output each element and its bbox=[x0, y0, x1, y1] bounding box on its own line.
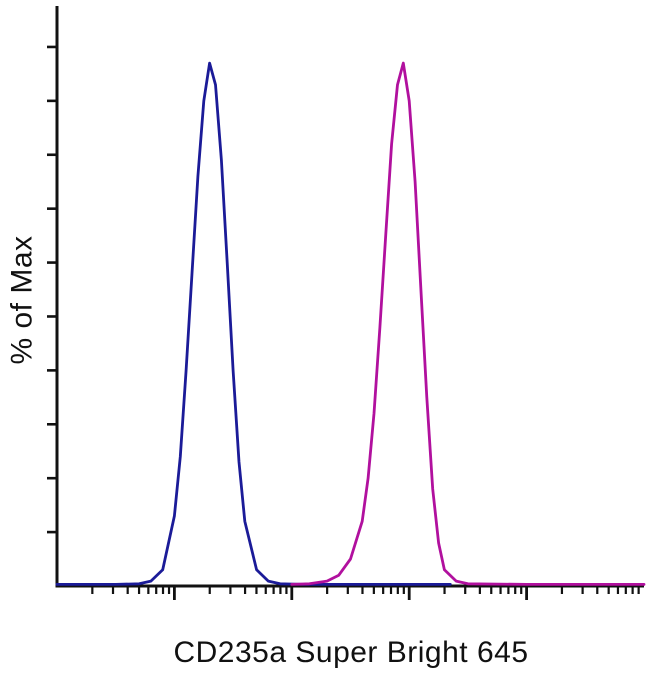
y-axis-label: % of Max bbox=[0, 0, 46, 600]
plot-svg bbox=[47, 6, 646, 600]
x-axis-label: CD235a Super Bright 645 bbox=[173, 636, 529, 669]
y-axis-label-text: % of Max bbox=[6, 235, 40, 365]
